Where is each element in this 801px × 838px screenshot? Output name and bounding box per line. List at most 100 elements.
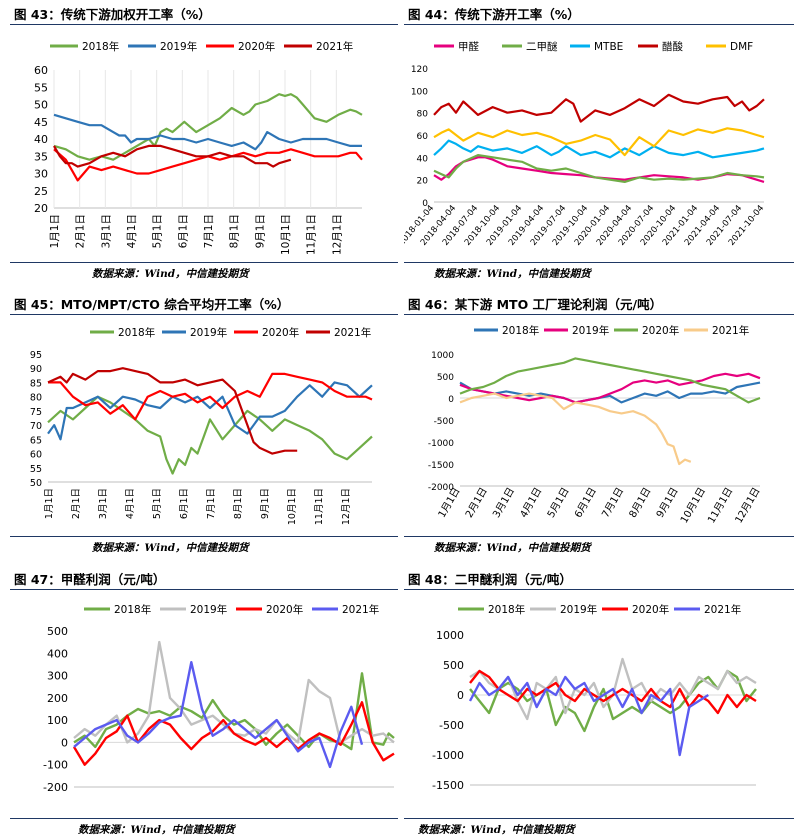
x-tick-label: 6月1日 <box>572 486 599 520</box>
y-tick-label: -200 <box>43 781 68 794</box>
panel-c47: 图 47：甲醛利润（元/吨） 2018年 2019年 2020年 2021年 -200 -… <box>10 565 398 838</box>
y-tick-label: -1500 <box>432 779 464 792</box>
y-tick-label: 0 <box>448 395 454 405</box>
x-tick-label: 4月1日 <box>125 488 136 519</box>
y-tick-label: 500 <box>437 373 454 383</box>
y-tick-label: 45 <box>34 116 48 129</box>
legend-label-1: 2019年 <box>160 40 197 53</box>
legend-label-1: 2019年 <box>572 324 609 337</box>
series-line-1 <box>53 113 362 151</box>
series-line-1 <box>433 154 765 183</box>
source-note: 数据来源：Wind，中信建投期货 <box>92 542 249 554</box>
y-tick-label: 60 <box>30 450 42 461</box>
chart-c47: 2018年 2019年 2020年 2021年 -200 -100 0 100 200 300 40… <box>43 603 395 794</box>
source-note: 数据来源：Wind，中信建投期货 <box>434 542 591 554</box>
x-tick-label: 7月1日 <box>599 486 626 520</box>
bottom-rule <box>404 818 794 819</box>
series-line-2 <box>433 139 765 159</box>
title-rule <box>10 314 398 315</box>
x-tick-label: 11月1日 <box>306 214 318 255</box>
x-tick-label: 2月1日 <box>463 486 490 520</box>
bottom-rule <box>10 818 398 819</box>
series-line-1 <box>47 381 373 441</box>
series-line-2 <box>72 701 395 766</box>
x-tick-label: 9月1日 <box>654 486 681 520</box>
y-tick-label: -1000 <box>432 749 464 762</box>
series-line-2 <box>53 148 363 182</box>
x-tick-label: 3月1日 <box>490 486 517 520</box>
y-tick-label: 0 <box>61 736 68 749</box>
y-tick-label: 25 <box>34 185 48 198</box>
panel-c46: 图 46：某下游 MTO 工厂理论利润（元/吨） 2018年 2019年 2020年… <box>404 290 794 558</box>
legend-label-2: MTBE <box>594 41 623 53</box>
series-line-3 <box>433 93 765 123</box>
legend-label-3: 醋酸 <box>662 40 683 53</box>
legend-label-0: 2018年 <box>488 603 525 616</box>
x-tick-label: 6月1日 <box>177 214 189 248</box>
panel-c43: 图 43：传统下游加权开工率（%） 2018年 2019年 2020年 2021年 20… <box>10 0 398 283</box>
chart-c44: 甲醛 二甲醚 MTBE 醋酸 DMF0204060801001202018-01-042… <box>404 40 766 248</box>
chart-c45: 2018年 2019年 2020年 2021年 50 55 60 65 70 75 80 85 90 95… <box>30 326 373 525</box>
panel-c44: 图 44：传统下游开工率（%） 甲醛 二甲醚 MTBE 醋酸 DMF 0 20 40 60 80 1… <box>404 0 794 283</box>
source-note: 数据来源：Wind，中信建投期货 <box>434 268 591 280</box>
series-line-3 <box>468 675 709 757</box>
y-tick-label: -1500 <box>428 461 454 471</box>
y-tick-label: 55 <box>34 81 48 94</box>
series-line-0 <box>47 395 373 475</box>
series-line-0 <box>73 672 395 751</box>
legend-label-0: 2018年 <box>82 40 119 53</box>
legend-label-1: 二甲醚 <box>526 40 558 53</box>
y-tick-label: 20 <box>417 177 429 187</box>
legend-label-0: 2018年 <box>502 324 539 337</box>
y-tick-label: 100 <box>47 714 68 727</box>
y-tick-label: 40 <box>417 154 429 164</box>
legend-label-3: 2021年 <box>334 326 371 339</box>
y-tick-label: 1000 <box>436 629 464 642</box>
series-line-0 <box>469 669 757 733</box>
x-tick-label: 3月1日 <box>100 214 112 248</box>
chart-title: 图 46：某下游 MTO 工厂理论利润（元/吨） <box>408 297 663 312</box>
y-tick-label: 35 <box>34 150 48 163</box>
x-tick-label: 10月1日 <box>280 214 292 255</box>
legend-label-3: 2021年 <box>712 324 749 337</box>
series-line-4 <box>433 127 765 157</box>
bottom-rule <box>10 262 398 263</box>
y-tick-label: 70 <box>30 421 42 432</box>
panel-c45: 图 45：MTO/MPT/CTO 综合平均开工率（%） 2018年 2019年 20… <box>10 290 398 558</box>
x-tick-label: 10月1日 <box>287 488 298 525</box>
y-tick-label: -100 <box>43 759 68 772</box>
x-tick-label: 5月1日 <box>152 488 163 519</box>
y-tick-label: 500 <box>443 659 464 672</box>
series-line-2 <box>459 357 761 404</box>
series-line-2 <box>48 372 373 421</box>
legend-label-4: DMF <box>730 41 753 53</box>
y-tick-label: 40 <box>34 133 48 146</box>
series-line-0 <box>53 93 363 161</box>
y-tick-label: 1000 <box>431 351 454 361</box>
x-tick-label: 2月1日 <box>71 488 82 519</box>
chart-title: 图 43：传统下游加权开工率（%） <box>14 7 211 22</box>
series-line-3 <box>47 367 298 455</box>
title-rule <box>404 24 794 25</box>
title-rule <box>10 24 398 25</box>
y-tick-label: -500 <box>439 719 464 732</box>
x-tick-label: 8月1日 <box>233 488 244 519</box>
chart-c43: 2018年 2019年 2020年 2021年 20 25 30 35 40 45 50 55 60 1月… <box>34 40 363 255</box>
chart-title: 图 44：传统下游开工率（%） <box>408 7 580 22</box>
series-line-0 <box>459 381 761 404</box>
x-tick-label: 8月1日 <box>229 214 241 248</box>
x-tick-label: 12月1日 <box>341 488 352 525</box>
y-tick-label: 90 <box>30 364 42 375</box>
chart-title: 图 45：MTO/MPT/CTO 综合平均开工率（%） <box>14 297 290 312</box>
source-note: 数据来源：Wind，中信建投期货 <box>92 268 249 280</box>
y-tick-label: 55 <box>30 464 42 475</box>
legend-label-2: 2020年 <box>266 603 303 616</box>
legend-label-1: 2019年 <box>190 326 227 339</box>
y-tick-label: 80 <box>417 110 429 120</box>
x-tick-label: 9月1日 <box>260 488 271 519</box>
y-tick-label: 30 <box>34 168 48 181</box>
panel-c48: 图 48：二甲醚利润（元/吨） 2018年 2019年 2020年 2021年 -150… <box>404 565 794 838</box>
chart-title: 图 47：甲醛利润（元/吨） <box>14 572 166 587</box>
series-line-3 <box>53 144 292 168</box>
y-tick-label: -1000 <box>428 439 454 449</box>
